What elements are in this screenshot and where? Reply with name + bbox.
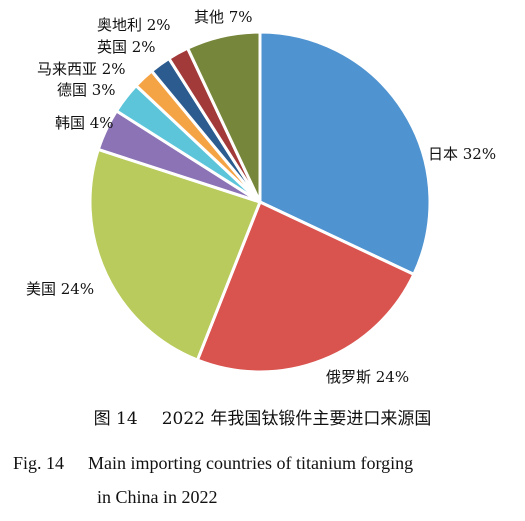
figure-caption-english-line2: in China in 2022 [97, 486, 525, 508]
slice-label-1: 日本 32% [428, 145, 496, 163]
pie-slice-2 [195, 199, 416, 374]
pie-slice-9 [185, 30, 262, 203]
slice-label-7: 英国 2% [97, 38, 156, 56]
pie-slices [88, 30, 432, 374]
slice-label-5: 德国 3% [57, 81, 116, 99]
caption-cn-number: 图 14 [93, 409, 138, 429]
pie-slice-1 [258, 30, 432, 277]
slice-label-2: 俄罗斯 24% [326, 368, 409, 386]
caption-en-line2: in China in 2022 [97, 487, 218, 507]
figure-caption-english: Fig. 14 Main importing countries of titan… [13, 452, 525, 474]
caption-en-number: Fig. 14 [13, 453, 65, 473]
slice-label-6: 马来西亚 2% [37, 60, 126, 78]
caption-en-line1: Main importing countries of titanium for… [88, 453, 414, 473]
slice-label-8: 奥地利 2% [97, 16, 171, 34]
pie-chart: 日本 32% 俄罗斯 24% 美国 24% 韩国 4% 德国 3% 马来西亚 2% 英国 2… [26, 8, 496, 386]
caption-cn-text: 2022 年我国钛锻件主要进口来源国 [161, 409, 432, 429]
pie-slice-3 [88, 147, 262, 363]
figure-caption-chinese: 图 14 2022 年我国钛锻件主要进口来源国 [0, 408, 525, 430]
slice-label-4: 韩国 4% [55, 114, 114, 132]
slice-label-9: 其他 7% [194, 8, 253, 26]
slice-label-3: 美国 24% [26, 280, 94, 298]
